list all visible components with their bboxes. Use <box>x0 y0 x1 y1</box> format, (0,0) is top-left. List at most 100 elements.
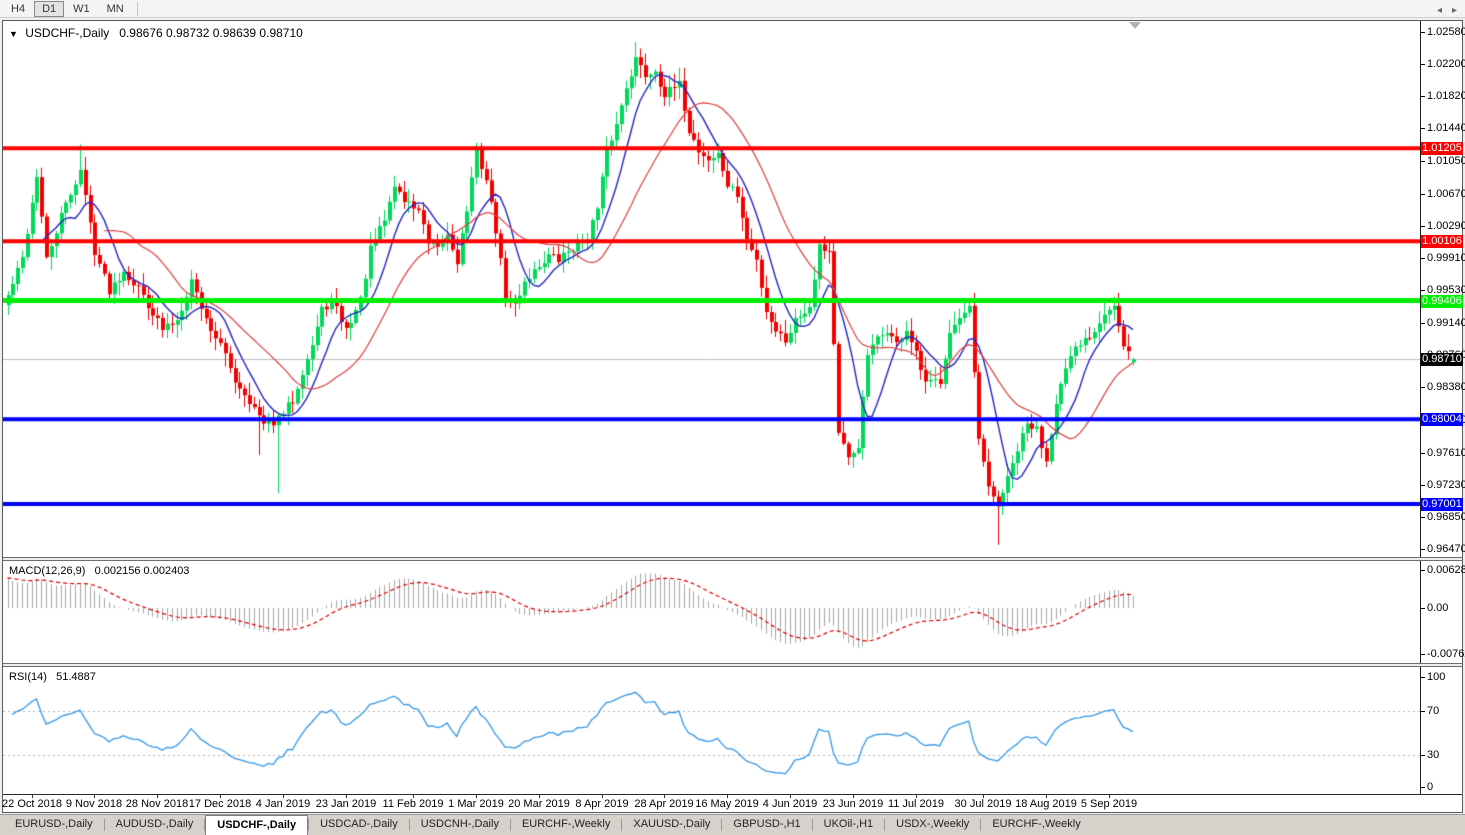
date-tick-label: 9 Nov 2018 <box>65 798 123 810</box>
macd-values: 0.002156 0.002403 <box>94 565 190 577</box>
date-tick-mark <box>1109 795 1110 798</box>
date-tick-label: 22 Oct 2018 <box>2 798 62 810</box>
date-tick-mark <box>157 795 158 798</box>
chart-title: ▼ USDCHF-,Daily 0.98676 0.98732 0.98639 … <box>9 26 303 40</box>
axis-tick-mark <box>1421 128 1425 129</box>
toolbar-separator <box>136 1 138 16</box>
date-tick-label: 18 Aug 2019 <box>1015 798 1077 810</box>
macd-axis-tick: 0.00 <box>1427 602 1449 614</box>
chart-window: ▼ USDCHF-,Daily 0.98676 0.98732 0.98639 … <box>2 20 1465 813</box>
date-tick-label: 23 Jun 2019 <box>822 798 884 810</box>
date-tick-label: 5 Sep 2019 <box>1080 798 1138 810</box>
date-tick-label: 8 Apr 2019 <box>575 798 629 810</box>
axis-tick-mark <box>1421 485 1425 486</box>
price-axis-tick: 0.97610 <box>1427 447 1465 459</box>
chart-tab-ukoil-h1[interactable]: UKOil-,H1 <box>823 818 874 830</box>
chart-tab-usdcnh-daily[interactable]: USDCNH-,Daily <box>420 818 499 830</box>
macd-indicator-canvas[interactable] <box>3 561 1420 663</box>
chart-tab-usdcad-daily[interactable]: USDCAD-,Daily <box>320 818 398 830</box>
date-tick-mark <box>476 795 477 798</box>
rsi-axis-tick: 70 <box>1427 705 1440 717</box>
date-tick-mark <box>94 795 95 798</box>
macd-pane-splitter[interactable] <box>3 557 1462 561</box>
date-tick-mark <box>220 795 221 798</box>
timeframe-button-h4[interactable]: H4 <box>11 2 26 15</box>
date-axis: 22 Oct 2018 9 Nov 2018 28 Nov 2018 17 Dec 2… <box>2 794 1462 812</box>
tab-separator <box>980 819 982 831</box>
date-tick-mark <box>283 795 284 798</box>
axis-tick-mark <box>1421 570 1425 571</box>
date-tick-mark <box>1046 795 1047 798</box>
date-tick-label: 30 Jul 2019 <box>954 798 1012 810</box>
chart-ohlc-values: 0.98676 0.98732 0.98639 0.98710 <box>119 26 303 40</box>
axis-tick-mark <box>1421 387 1425 388</box>
axis-tick-mark <box>1421 161 1425 162</box>
price-axis-tick: 1.01440 <box>1427 122 1465 134</box>
rsi-axis-tick: 100 <box>1427 671 1446 683</box>
chart-tab-audusd-daily[interactable]: AUDUSD-,Daily <box>115 818 194 830</box>
tab-separator <box>621 819 623 831</box>
axis-tick-mark <box>1421 549 1425 550</box>
symbol-dropdown-icon[interactable]: ▼ <box>9 29 18 39</box>
chart-tab-xauusd-daily[interactable]: XAUUSD-,Daily <box>633 818 711 830</box>
axis-tick-mark <box>1421 654 1425 655</box>
price-chart-canvas[interactable] <box>3 21 1420 557</box>
date-tick-label: 4 Jun 2019 <box>762 798 818 810</box>
tab-separator <box>884 819 886 831</box>
price-axis-tick: 0.99140 <box>1427 317 1465 329</box>
chart-tab-bar: EURUSD-,Daily AUDUSD-,Daily USDCHF-,Daily U… <box>0 814 1465 835</box>
date-tick-label: 28 Apr 2019 <box>634 798 694 810</box>
date-tick-mark <box>32 795 33 798</box>
chart-tab-gbpusd-h1[interactable]: GBPUSD-,H1 <box>733 818 801 830</box>
date-tick-mark <box>790 795 791 798</box>
price-axis-tick: 0.97230 <box>1427 479 1465 491</box>
macd-axis-tick: -0.00762 <box>1427 648 1465 660</box>
level-price-tag: 0.99406 <box>1421 295 1463 308</box>
date-tick-mark <box>602 795 603 798</box>
axis-tick-mark <box>1421 226 1425 227</box>
price-axis-tick: 1.02580 <box>1427 26 1465 38</box>
date-tick-label: 17 Dec 2018 <box>188 798 252 810</box>
macd-label: MACD(12,26,9) 0.002156 0.002403 <box>9 565 190 577</box>
level-price-tag: 0.97001 <box>1421 498 1463 511</box>
tab-scroll-arrows: ◂ ▸ <box>1427 5 1457 16</box>
axis-tick-mark <box>1421 32 1425 33</box>
date-tick-mark <box>916 795 917 798</box>
price-axis-tick: 0.99910 <box>1427 252 1465 264</box>
level-price-tag: 1.01205 <box>1421 142 1463 155</box>
date-tick-mark <box>413 795 414 798</box>
chart-tab-eurchf-weekly[interactable]: EURCHF-,Weekly <box>992 818 1081 830</box>
price-axis-tick: 0.96470 <box>1427 543 1465 555</box>
price-axis-tick: 0.96850 <box>1427 511 1465 523</box>
rsi-label: RSI(14) 51.4887 <box>9 671 96 683</box>
price-axis-tick: 1.00290 <box>1427 220 1465 232</box>
date-tick-label: 23 Jan 2019 <box>315 798 377 810</box>
tab-scroll-right-icon[interactable]: ▸ <box>1451 5 1457 16</box>
rsi-pane-splitter[interactable] <box>3 663 1462 667</box>
price-axis-tick: 0.99530 <box>1427 284 1465 296</box>
date-tick-mark <box>853 795 854 798</box>
axis-tick-mark <box>1421 755 1425 756</box>
rsi-indicator-canvas[interactable] <box>3 667 1420 794</box>
price-axis-tick: 1.01820 <box>1427 90 1465 102</box>
date-tick-mark <box>727 795 728 798</box>
chart-tab-usdchf-daily[interactable]: USDCHF-,Daily <box>205 815 309 835</box>
timeframe-button-mn[interactable]: MN <box>106 2 124 15</box>
date-tick-mark <box>664 795 665 798</box>
axis-tick-mark <box>1421 323 1425 324</box>
chart-tab-usdx-weekly[interactable]: USDX-,Weekly <box>896 818 970 830</box>
timeframe-button-w1[interactable]: W1 <box>73 2 90 15</box>
date-tick-mark <box>983 795 984 798</box>
price-axis-tick: 1.01050 <box>1427 155 1465 167</box>
axis-tick-mark <box>1421 64 1425 65</box>
tab-scroll-left-icon[interactable]: ◂ <box>1436 5 1442 16</box>
rsi-axis-tick: 0 <box>1427 781 1434 793</box>
chart-tab-eurusd-daily[interactable]: EURUSD-,Daily <box>15 818 93 830</box>
scroll-to-end-marker <box>1129 22 1141 29</box>
axis-tick-mark <box>1421 290 1425 291</box>
date-tick-label: 11 Feb 2019 <box>382 798 444 810</box>
level-price-tag: 1.00106 <box>1421 235 1463 248</box>
tab-separator <box>204 819 206 831</box>
timeframe-button-d1[interactable]: D1 <box>34 0 65 17</box>
chart-tab-eurchf-weekly[interactable]: EURCHF-,Weekly <box>521 818 611 830</box>
